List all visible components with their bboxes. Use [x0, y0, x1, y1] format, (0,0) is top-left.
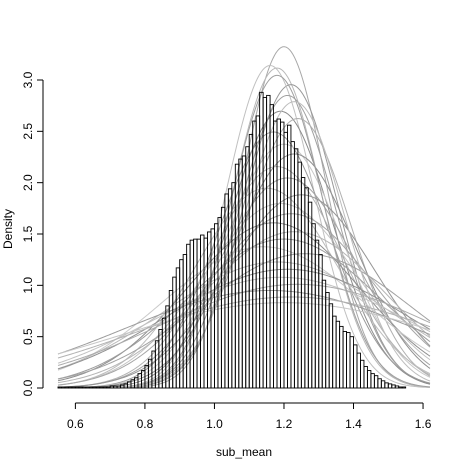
- y-tick-label: 1.5: [21, 225, 35, 242]
- histogram-bar: [276, 118, 281, 389]
- histogram-bar: [349, 336, 354, 389]
- histogram-bar: [339, 325, 344, 389]
- density-curve-12: [57, 187, 431, 386]
- density-curve-17: [57, 231, 431, 384]
- density-curve-23: [57, 276, 431, 364]
- y-tick-label: 2.5: [21, 123, 35, 140]
- y-tick-label: 3.0: [21, 71, 35, 88]
- density-curve-29: [58, 101, 431, 389]
- histogram-bar: [332, 315, 337, 389]
- histogram-bar: [346, 332, 351, 389]
- histogram-bar: [311, 223, 316, 389]
- density-curve-9: [57, 153, 431, 389]
- density-curve-27: [57, 302, 431, 355]
- histogram-bar: [328, 303, 334, 389]
- density-curve-2: [58, 84, 431, 389]
- histogram-bar: [342, 331, 348, 389]
- density-curves: [57, 46, 431, 389]
- histogram-bar: [356, 352, 361, 389]
- density-curve-18: [57, 238, 431, 380]
- histogram-bar: [280, 121, 285, 389]
- histogram-bar: [394, 385, 400, 389]
- histogram-bar: [370, 373, 375, 389]
- y-tick-label: 0.0: [21, 379, 35, 396]
- histogram-bar: [391, 384, 396, 389]
- density-curve-26: [57, 296, 431, 359]
- histogram-bar: [283, 131, 288, 389]
- density-curve-13: [57, 194, 431, 388]
- x-tick-label: 0.8: [137, 417, 154, 431]
- density-curve-15: [57, 213, 431, 386]
- y-axis-label: Density: [1, 209, 15, 249]
- x-axis-label: sub_mean: [216, 445, 272, 459]
- x-tick-label: 0.6: [67, 417, 84, 431]
- histogram-bar: [318, 254, 323, 389]
- histogram-bar: [297, 161, 302, 389]
- histogram-bar: [314, 239, 320, 389]
- histogram-bar: [398, 386, 403, 389]
- histogram-bar: [300, 177, 306, 389]
- y-tick-label: 2.0: [21, 174, 35, 191]
- density-curve-21: [57, 261, 431, 370]
- y-axis: 0.0 0.5 1.0 1.5 2.0 2.5 3.0: [21, 71, 44, 396]
- histogram-bars: [57, 91, 407, 389]
- density-curve-8: [57, 143, 431, 389]
- density-curve-10: [57, 166, 431, 388]
- x-tick-label: 1.0: [206, 417, 223, 431]
- histogram-bar: [307, 201, 313, 389]
- histogram-bar: [325, 292, 330, 389]
- histogram-bar: [377, 378, 382, 389]
- density-curve-19: [57, 246, 431, 371]
- histogram-bar: [335, 320, 341, 389]
- y-tick-label: 0.5: [21, 328, 35, 345]
- density-curve-7: [57, 131, 431, 389]
- histogram-bar: [387, 383, 393, 389]
- histogram-bar: [353, 344, 358, 389]
- histogram-bar: [287, 124, 292, 389]
- density-curve-25: [57, 289, 431, 355]
- x-tick-label: 1.2: [276, 417, 293, 431]
- y-tick-label: 1.0: [21, 277, 35, 294]
- x-tick-label: 1.4: [345, 417, 362, 431]
- histogram-bar: [366, 370, 372, 389]
- histogram-bar: [273, 120, 278, 389]
- histogram-bar: [360, 359, 365, 389]
- x-axis: 0.6 0.8 1.0 1.2 1.4 1.6: [67, 402, 432, 431]
- histogram-bar: [363, 365, 368, 389]
- histogram-bar: [380, 380, 386, 389]
- histogram-bar: [373, 375, 379, 389]
- histogram-bar: [384, 382, 389, 389]
- density-curve-20: [57, 253, 431, 380]
- histogram-bar: [401, 386, 407, 389]
- x-tick-label: 1.6: [415, 417, 432, 431]
- histogram-bar: [293, 148, 299, 389]
